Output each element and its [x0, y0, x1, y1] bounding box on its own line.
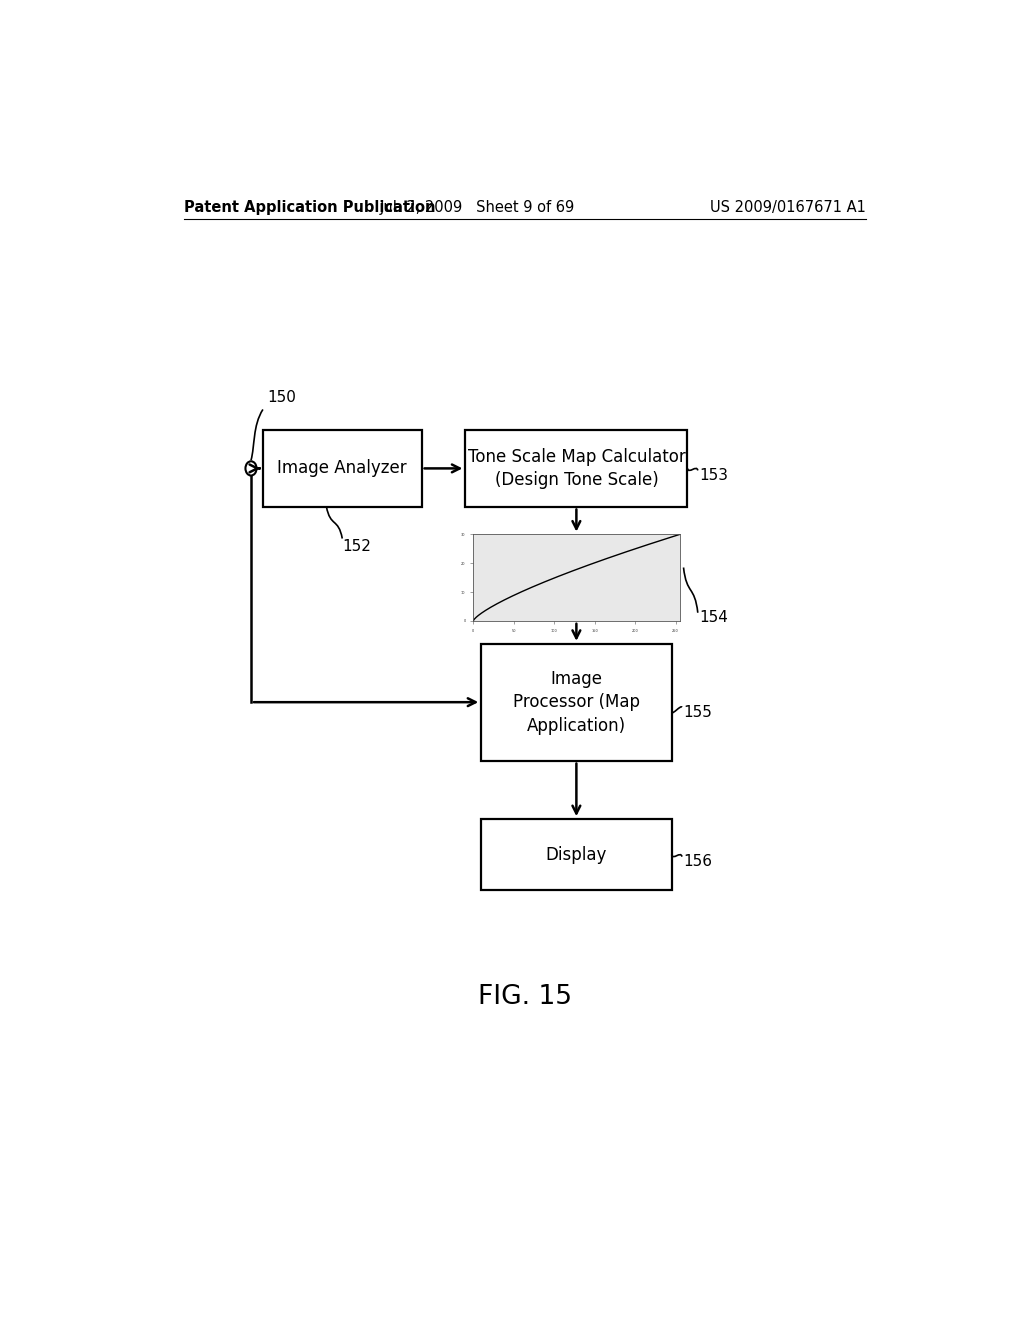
Text: Image
Processor (Map
Application): Image Processor (Map Application) [513, 669, 640, 735]
Text: 150: 150 [267, 389, 296, 405]
Text: 154: 154 [699, 610, 728, 626]
Bar [263, 430, 422, 507]
Text: 155: 155 [684, 705, 713, 719]
Bar [481, 644, 672, 760]
Text: FIG. 15: FIG. 15 [478, 983, 571, 1010]
Text: 152: 152 [342, 539, 371, 554]
Text: Display: Display [546, 846, 607, 863]
Text: Image Analyzer: Image Analyzer [278, 459, 408, 478]
Text: 156: 156 [684, 854, 713, 870]
Text: Tone Scale Map Calculator
(Design Tone Scale): Tone Scale Map Calculator (Design Tone S… [468, 447, 685, 490]
Bar [465, 430, 687, 507]
Text: 153: 153 [699, 469, 728, 483]
Text: Jul. 2, 2009   Sheet 9 of 69: Jul. 2, 2009 Sheet 9 of 69 [380, 199, 574, 215]
Bar [481, 818, 672, 890]
Text: US 2009/0167671 A1: US 2009/0167671 A1 [711, 199, 866, 215]
Text: Patent Application Publication: Patent Application Publication [183, 199, 435, 215]
